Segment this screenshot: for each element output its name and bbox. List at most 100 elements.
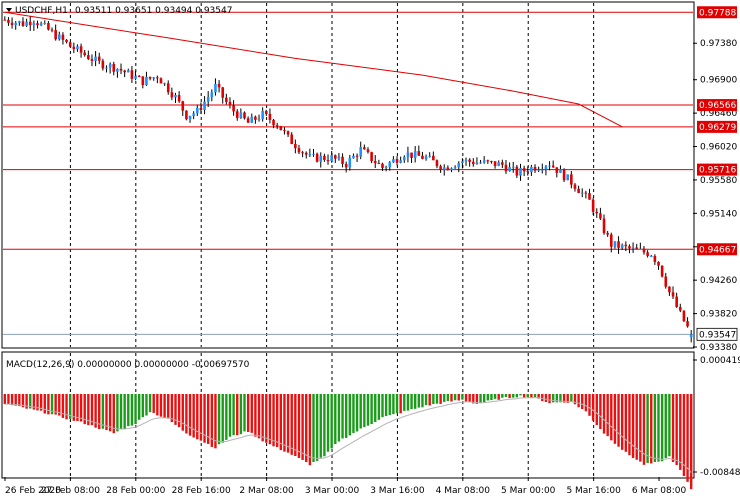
- macd-bar: [98, 394, 101, 429]
- candle-body: [246, 118, 250, 123]
- candle-body: [388, 162, 392, 168]
- macd-bar: [174, 394, 177, 425]
- candle-body: [217, 83, 221, 88]
- macd-bar: [541, 394, 544, 402]
- macd-bar: [508, 394, 511, 399]
- macd-bar: [275, 394, 279, 447]
- candle-body: [591, 199, 595, 212]
- candle-body: [294, 143, 297, 149]
- x-tick-label: 3 Mar 00:00: [305, 486, 360, 496]
- macd-bar: [137, 394, 141, 420]
- macd-bar: [384, 394, 388, 417]
- macd-bar: [283, 394, 286, 452]
- chevron-down-icon[interactable]: [6, 8, 12, 12]
- macd-bar: [679, 394, 682, 470]
- candle-body: [116, 68, 119, 72]
- macd-bar: [47, 394, 50, 415]
- macd-bar: [446, 394, 450, 401]
- macd-bar: [156, 394, 159, 416]
- candle-body: [199, 107, 203, 111]
- y-tick-label: 0.93820: [700, 310, 737, 320]
- candle-body: [471, 161, 475, 165]
- macd-bar: [606, 394, 609, 437]
- candle-body: [337, 156, 341, 159]
- candle-body: [18, 21, 21, 23]
- candle-body: [577, 188, 580, 193]
- candle-body: [166, 83, 170, 93]
- candle-body: [25, 21, 28, 26]
- candle-body: [105, 67, 108, 69]
- macd-bar: [468, 394, 471, 402]
- macd-bar: [377, 394, 381, 420]
- candle-body: [39, 23, 43, 26]
- macd-bar: [675, 394, 678, 465]
- macd-panel-frame: [1, 351, 695, 479]
- macd-bar: [559, 394, 562, 403]
- chart-header: USDCHF,H1 0.93511 0.93651 0.93494 0.9354…: [6, 6, 232, 16]
- macd-bar: [206, 394, 210, 444]
- candle-body: [308, 154, 312, 156]
- candle-body: [261, 110, 264, 120]
- y-tick-label: 0.94260: [700, 276, 737, 286]
- ohlc-label: 0.93511 0.93651 0.93494 0.93547: [75, 6, 232, 16]
- candle-body: [479, 162, 482, 164]
- candle-body: [32, 23, 36, 26]
- macd-bar: [217, 394, 221, 445]
- candle-body: [515, 166, 519, 176]
- candle-body: [606, 233, 609, 235]
- macd-bar: [141, 394, 145, 418]
- candle-body: [330, 155, 333, 162]
- macd-bar: [94, 394, 97, 428]
- candle-body: [686, 321, 689, 327]
- candle-body: [130, 70, 134, 79]
- macd-bar: [526, 394, 529, 397]
- candle-body: [453, 167, 457, 169]
- candle-body: [410, 152, 413, 158]
- macd-bar: [551, 394, 555, 403]
- moving-average: [4, 11, 623, 128]
- y-tick-label: 0.95580: [700, 176, 737, 186]
- macd-bar: [599, 394, 602, 430]
- macd-bar: [591, 394, 595, 421]
- candle-body: [537, 169, 540, 171]
- candle-body: [363, 147, 366, 150]
- candle-body: [108, 64, 112, 68]
- macd-bar: [530, 394, 533, 398]
- candle-body: [210, 92, 214, 97]
- macd-bar: [443, 394, 446, 402]
- candle-body: [609, 234, 613, 247]
- candle-body: [43, 23, 47, 25]
- macd-bar: [43, 394, 46, 414]
- candle-body: [370, 152, 373, 162]
- candle-body: [76, 46, 79, 50]
- candle-body: [185, 110, 188, 120]
- macd-bar: [7, 394, 10, 405]
- macd-bar: [181, 394, 184, 431]
- candle-body: [264, 110, 268, 114]
- macd-bar: [432, 394, 435, 405]
- candle-body: [79, 46, 83, 53]
- macd-bar: [25, 394, 28, 409]
- macd-bar: [501, 394, 504, 398]
- macd-bar: [664, 394, 667, 459]
- candle-body: [192, 113, 195, 116]
- price-levels: [3, 11, 693, 335]
- price-level-label: 0.97788: [699, 8, 736, 18]
- candle-body: [381, 163, 384, 169]
- candle-body: [642, 248, 646, 253]
- macd-bar: [439, 394, 442, 404]
- candle-body: [152, 77, 156, 79]
- candle-body: [214, 83, 217, 93]
- macd-bar: [486, 394, 490, 401]
- candle-body: [617, 241, 620, 248]
- candle-body: [413, 151, 417, 158]
- candle-body: [631, 247, 635, 249]
- macd-bar: [148, 394, 152, 413]
- macd-bar: [682, 394, 686, 477]
- candle-body: [395, 159, 399, 163]
- candle-body: [355, 155, 359, 157]
- macd-bar: [225, 394, 228, 440]
- macd-bar: [453, 394, 457, 401]
- macd-bar: [548, 394, 551, 404]
